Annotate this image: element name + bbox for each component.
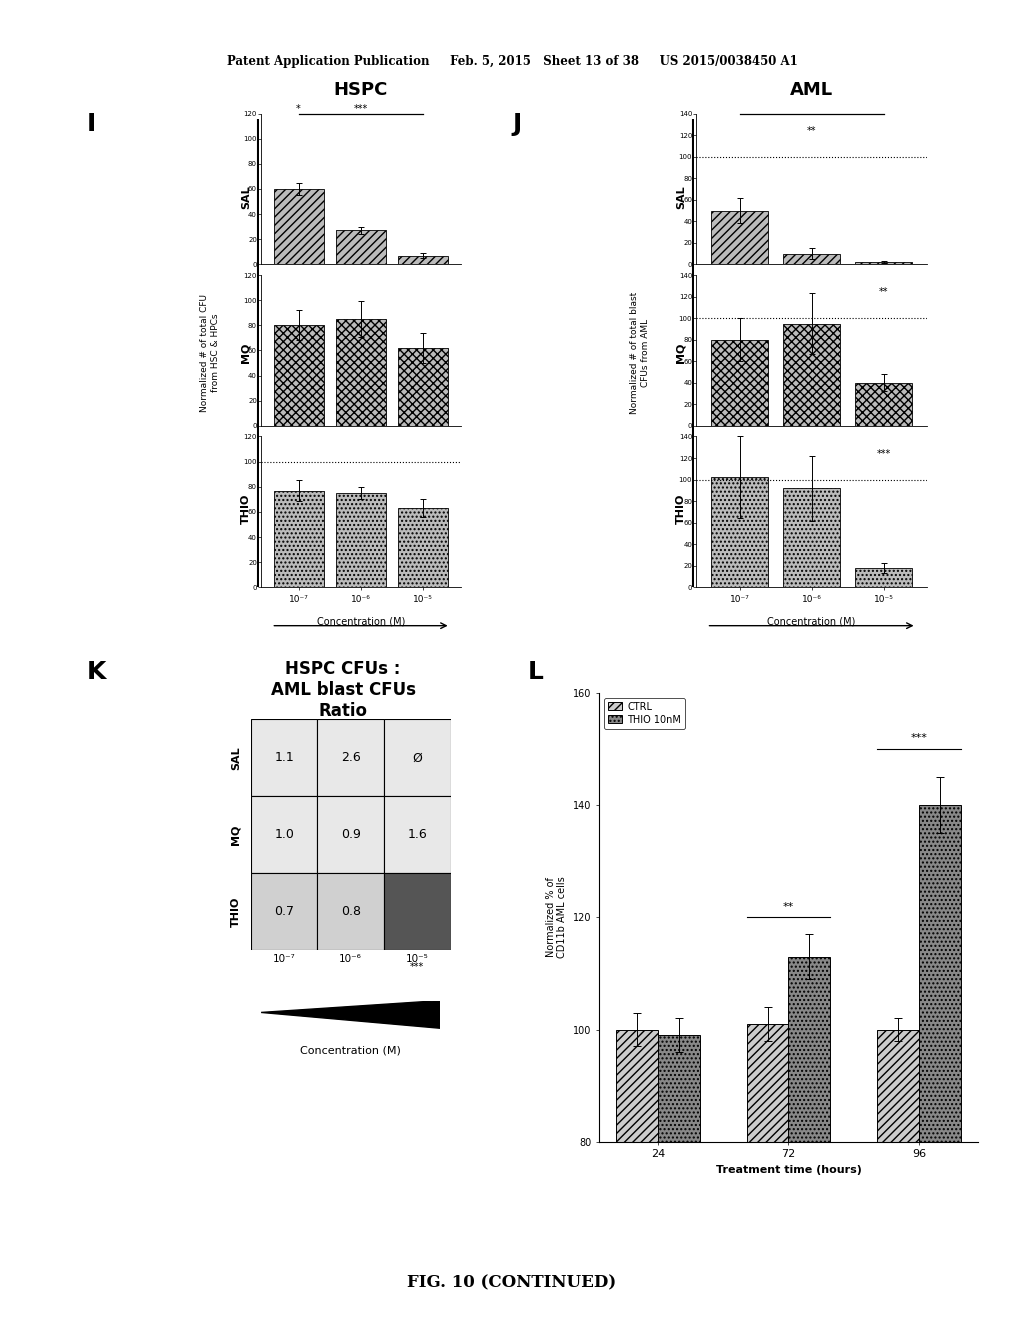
Bar — [711, 210, 768, 264]
Text: MQ: MQ — [230, 825, 241, 845]
Text: **: ** — [879, 286, 888, 297]
Text: I: I — [87, 112, 96, 136]
Bar — [919, 805, 961, 1320]
Text: Normalized # of total CFU
from HSC & HPCs: Normalized # of total CFU from HSC & HPC… — [201, 294, 219, 412]
Bar — [616, 1030, 658, 1320]
Bar — [746, 1024, 788, 1320]
Text: 1.6: 1.6 — [408, 829, 427, 841]
Text: SAL: SAL — [230, 746, 241, 770]
Bar — [782, 253, 841, 264]
FancyBboxPatch shape — [317, 719, 384, 796]
Text: **: ** — [807, 125, 816, 136]
Bar — [273, 189, 324, 264]
Text: K: K — [87, 660, 106, 684]
Text: J: J — [512, 112, 521, 136]
Polygon shape — [261, 1001, 440, 1028]
Text: 0.9: 0.9 — [341, 829, 360, 841]
Bar — [273, 491, 324, 587]
FancyBboxPatch shape — [251, 719, 317, 796]
Text: SAL: SAL — [241, 185, 251, 209]
Text: 1.0: 1.0 — [274, 829, 294, 841]
FancyBboxPatch shape — [384, 874, 451, 950]
Bar — [855, 263, 912, 264]
Bar — [398, 256, 449, 264]
Text: HSPC CFUs :
AML blast CFUs
Ratio: HSPC CFUs : AML blast CFUs Ratio — [270, 660, 416, 719]
Bar — [658, 1035, 699, 1320]
Bar — [855, 383, 912, 426]
Bar — [398, 348, 449, 426]
Text: THIO: THIO — [230, 896, 241, 927]
Text: Concentration (M): Concentration (M) — [316, 616, 406, 627]
Bar — [273, 325, 324, 426]
Text: ***: *** — [910, 734, 928, 743]
Text: THIO: THIO — [676, 494, 686, 524]
Bar — [336, 319, 386, 426]
FancyBboxPatch shape — [384, 796, 451, 874]
Text: 0.7: 0.7 — [274, 906, 294, 919]
Text: Concentration (M): Concentration (M) — [767, 616, 856, 627]
Text: ***: *** — [411, 962, 424, 972]
Text: 0.8: 0.8 — [341, 906, 360, 919]
Text: 1.1: 1.1 — [274, 751, 294, 764]
Bar — [336, 231, 386, 264]
Text: L: L — [527, 660, 544, 684]
Text: Patent Application Publication     Feb. 5, 2015   Sheet 13 of 38     US 2015/003: Patent Application Publication Feb. 5, 2… — [226, 55, 798, 69]
Text: Normalized # of total blast
CFUs from AML: Normalized # of total blast CFUs from AM… — [631, 292, 649, 414]
Legend: CTRL, THIO 10nM: CTRL, THIO 10nM — [604, 698, 685, 729]
Text: ***: *** — [877, 449, 891, 458]
X-axis label: Treatment time (hours): Treatment time (hours) — [716, 1166, 861, 1175]
Bar — [878, 1030, 919, 1320]
Text: MQ: MQ — [676, 343, 686, 363]
Bar — [855, 568, 912, 587]
Text: ***: *** — [354, 103, 368, 114]
Bar — [336, 494, 386, 587]
Text: THIO: THIO — [241, 494, 251, 524]
Text: *: * — [296, 103, 301, 114]
Text: 10⁻⁷: 10⁻⁷ — [272, 954, 296, 964]
Y-axis label: Normalized % of
CD11b AML cells: Normalized % of CD11b AML cells — [546, 876, 567, 958]
Text: **: ** — [783, 902, 794, 912]
FancyBboxPatch shape — [317, 796, 384, 874]
FancyBboxPatch shape — [384, 719, 451, 796]
Text: HSPC: HSPC — [334, 81, 388, 99]
FancyBboxPatch shape — [251, 796, 317, 874]
Text: 10⁻⁵: 10⁻⁵ — [406, 954, 429, 964]
Text: Ø: Ø — [413, 751, 422, 764]
Bar — [711, 478, 768, 587]
Text: SAL: SAL — [676, 185, 686, 209]
Text: 10⁻⁶: 10⁻⁶ — [339, 954, 362, 964]
Bar — [782, 488, 841, 587]
Text: 2.6: 2.6 — [341, 751, 360, 764]
Text: MQ: MQ — [241, 343, 251, 363]
FancyBboxPatch shape — [251, 874, 317, 950]
FancyBboxPatch shape — [317, 874, 384, 950]
Bar — [788, 957, 830, 1320]
Text: AML: AML — [790, 81, 834, 99]
Text: FIG. 10 (CONTINUED): FIG. 10 (CONTINUED) — [408, 1275, 616, 1291]
Bar — [782, 323, 841, 426]
Text: Concentration (M): Concentration (M) — [300, 1045, 401, 1056]
Bar — [711, 339, 768, 426]
Bar — [398, 508, 449, 587]
